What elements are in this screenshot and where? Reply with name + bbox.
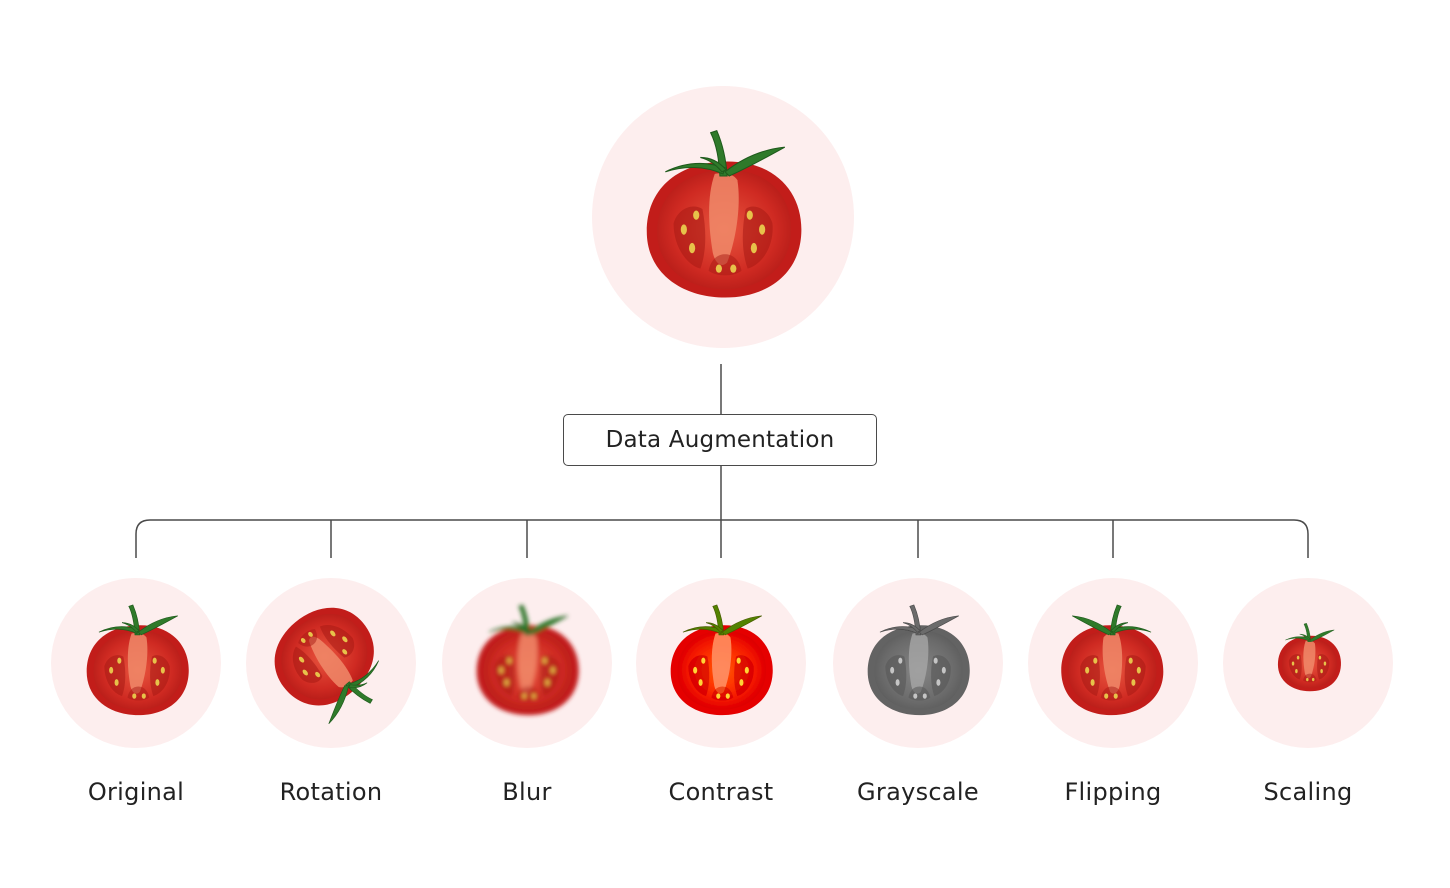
- connector-branch-bar: [135, 519, 1309, 558]
- data-augmentation-box: Data Augmentation: [563, 414, 877, 466]
- tomato-half-blurred-icon: [476, 604, 580, 716]
- tomato-half-flipped-icon: [1060, 604, 1164, 716]
- variant-label-scaling: Scaling: [1263, 778, 1353, 806]
- variant-contrast: [636, 578, 806, 748]
- variant-label-original: Original: [87, 778, 185, 806]
- tomato-half-icon: [646, 130, 802, 299]
- tomato-half-scaled-icon: [1277, 623, 1342, 692]
- tomato-half-icon: [86, 604, 190, 716]
- source-image: [592, 86, 854, 348]
- variant-scaling: [1223, 578, 1393, 748]
- variant-blur: [442, 578, 612, 748]
- variant-original: [51, 578, 221, 748]
- variant-label-rotation: Rotation: [279, 778, 383, 806]
- data-augmentation-label: Data Augmentation: [605, 427, 835, 453]
- variant-label-blur: Blur: [502, 778, 552, 806]
- variant-label-contrast: Contrast: [668, 778, 774, 806]
- variant-flipping: [1028, 578, 1198, 748]
- tomato-half-contrast-icon: [670, 604, 774, 716]
- variant-grayscale: [833, 578, 1003, 748]
- variant-rotation: [246, 578, 416, 748]
- variant-label-flipping: Flipping: [1064, 778, 1162, 806]
- variant-label-grayscale: Grayscale: [857, 778, 979, 806]
- tomato-half-rotated-icon: [256, 588, 406, 740]
- tomato-half-grayscale-icon: [867, 604, 971, 716]
